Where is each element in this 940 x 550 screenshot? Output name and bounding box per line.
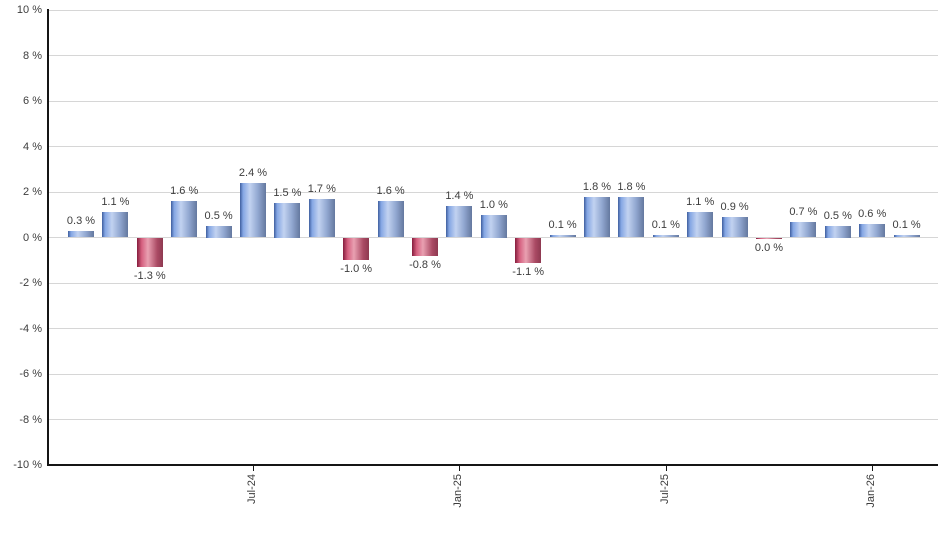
y-axis-tick-label: 10 %: [16, 4, 42, 16]
y-axis-tick-label: -4 %: [19, 322, 42, 335]
bar-value-label: 1.1 %: [101, 196, 130, 209]
bar-value-label: 1.8 %: [617, 180, 646, 193]
x-axis-tick-label: Jan-26: [865, 474, 878, 508]
gridline: [48, 55, 938, 56]
bar-value-label: 1.7 %: [307, 182, 336, 195]
y-axis-tick-label: -6 %: [19, 368, 42, 380]
bar: [584, 196, 610, 238]
bar-value-label: 0.9 %: [720, 201, 749, 214]
bar: [68, 230, 94, 238]
bar-value-label: 0.6 %: [858, 207, 887, 220]
bar: [412, 237, 438, 256]
bar-value-label: 1.0 %: [479, 198, 508, 211]
bar-value-label: 2.4 %: [238, 166, 268, 179]
x-axis-tick: [872, 465, 874, 471]
bar-value-label: 1.4 %: [445, 189, 474, 202]
y-axis-tick-label: -10 %: [13, 459, 42, 471]
y-axis-tick-label: 0 %: [23, 231, 42, 244]
bar-value-label: 1.5 %: [273, 187, 302, 200]
x-axis-tick: [253, 465, 254, 471]
bar: [274, 203, 301, 238]
y-axis-line: [47, 9, 49, 466]
bar: [515, 237, 542, 263]
gridline: [48, 146, 938, 147]
bar: [721, 217, 748, 238]
x-axis-tick-label: Jan-25: [452, 474, 465, 508]
bar-value-label: 0.0 %: [754, 242, 784, 255]
x-axis-tick: [459, 465, 461, 471]
gridline: [48, 328, 938, 329]
bar: [790, 221, 817, 238]
bar-value-label: 0.1 %: [548, 219, 577, 232]
y-axis-tick-label: 6 %: [23, 95, 42, 107]
y-axis-tick-label: 2 %: [23, 186, 42, 198]
gridline: [48, 191, 938, 193]
gridline: [48, 9, 938, 11]
bar-value-label: 0.7 %: [789, 205, 818, 218]
bar: [893, 235, 920, 238]
bar: [136, 237, 163, 268]
bar: [687, 212, 714, 238]
gridline: [48, 373, 938, 375]
x-axis-tick: [665, 465, 667, 471]
bar: [756, 237, 782, 240]
bar-value-label: 0.5 %: [204, 210, 233, 223]
y-axis-tick-label: -8 %: [19, 413, 42, 426]
bar-value-label: -0.8 %: [409, 258, 441, 271]
x-axis-line: [47, 464, 938, 466]
bar: [377, 201, 404, 238]
bar-value-label: 0.3 %: [66, 214, 96, 227]
bar: [308, 198, 335, 238]
bar-value-label: -1.3 %: [133, 270, 166, 283]
y-axis-tick-label: 4 %: [23, 140, 42, 153]
bar-value-label: 1.8 %: [582, 180, 612, 193]
gridline: [48, 282, 938, 284]
bar: [240, 182, 266, 238]
bar-value-label: -1.0 %: [340, 263, 373, 276]
bar-value-label: 0.5 %: [823, 210, 852, 223]
bar: [824, 226, 851, 238]
bar-value-label: 1.6 %: [170, 185, 199, 198]
bar: [171, 201, 198, 238]
bar-value-label: 1.6 %: [376, 185, 405, 198]
bar: [102, 212, 129, 238]
gridline: [48, 419, 938, 420]
bar-value-label: -1.1 %: [512, 265, 545, 278]
bar: [618, 196, 645, 238]
bar: [343, 237, 370, 261]
bar: [652, 235, 679, 238]
gridline: [48, 237, 938, 238]
y-axis-tick-label: 8 %: [23, 49, 42, 62]
gridline: [48, 100, 938, 102]
bar: [205, 226, 232, 238]
bar-value-label: 0.1 %: [651, 219, 680, 232]
bar-value-label: 0.1 %: [892, 219, 921, 232]
x-axis-tick-label: Jul-24: [246, 474, 258, 504]
bar: [446, 205, 473, 238]
bar-value-label: 1.1 %: [686, 196, 715, 209]
bar: [859, 223, 886, 238]
x-axis-tick-label: Jul-25: [658, 474, 671, 504]
bar: [549, 235, 576, 238]
bar: [480, 214, 507, 238]
y-axis-tick-label: -2 %: [19, 277, 42, 289]
